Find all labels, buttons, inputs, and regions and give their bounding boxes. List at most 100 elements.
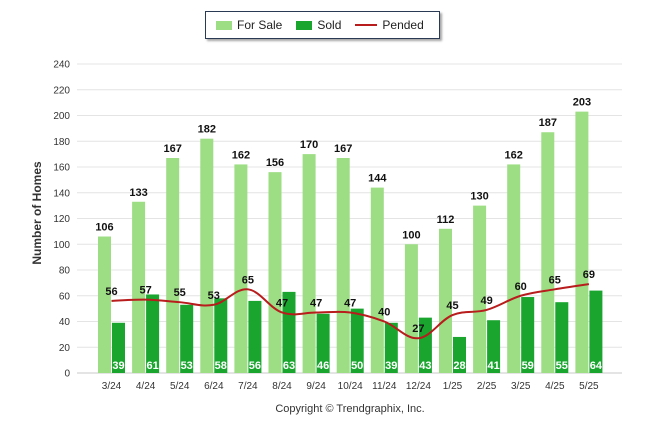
label-sold-11/24: 39 (385, 360, 397, 372)
legend-label-sold: Sold (317, 18, 342, 32)
bar-for-sale-3/25 (507, 164, 521, 373)
bar-for-sale-6/24 (200, 138, 214, 373)
bar-for-sale-4/24 (132, 201, 146, 373)
label-sold-8/24: 63 (283, 360, 295, 372)
y-tick-label-220: 220 (53, 85, 70, 96)
bar-for-sale-9/24 (302, 154, 316, 373)
legend-label-pended: Pended (382, 18, 424, 32)
label-for-sale-3/25: 162 (505, 149, 523, 161)
pended-line (111, 283, 590, 340)
label-sold-3/24: 39 (112, 360, 124, 372)
y-tick-label-160: 160 (53, 163, 70, 174)
y-tick-label-0: 0 (64, 369, 70, 380)
y-tick-label-240: 240 (53, 60, 70, 71)
label-sold-5/24: 53 (181, 360, 193, 372)
label-pended-6/24: 53 (208, 290, 220, 302)
y-tick-label-120: 120 (53, 214, 70, 225)
label-for-sale-7/24: 162 (232, 149, 250, 161)
bar-sold-5/24 (180, 304, 194, 373)
label-for-sale-4/25: 187 (539, 117, 557, 129)
x-tick-label-7/24: 7/24 (238, 381, 258, 392)
legend: For Sale Sold Pended (205, 11, 440, 39)
y-axis-title: Number of Homes (30, 161, 44, 265)
y-tick-label-200: 200 (53, 111, 70, 122)
bar-sold-1/25 (453, 336, 466, 373)
bar-sold-3/24 (112, 322, 125, 373)
bar-for-sale-7/24 (234, 164, 248, 373)
x-axis-ticks: 3/24 4/24 5/24 6/24 7/24 8/24 9/24 10/24 11/24 12… (102, 381, 599, 392)
bar-for-sale-5/25 (575, 111, 589, 373)
label-for-sale-9/24: 170 (300, 139, 318, 151)
bar-sold-6/24 (214, 298, 228, 373)
pended-line-layer (111, 283, 590, 340)
legend-item-sold[interactable]: Sold (296, 18, 341, 32)
bar-for-sale-2/25 (473, 205, 487, 373)
bar-for-sale-11/24 (370, 187, 384, 373)
x-tick-label-11/24: 11/24 (372, 381, 397, 392)
label-for-sale-10/24: 167 (334, 143, 352, 155)
bar-for-sale-3/24 (98, 236, 111, 373)
bar-sold-7/24 (248, 300, 262, 373)
label-for-sale-5/25: 203 (573, 97, 591, 109)
x-tick-label-8/24: 8/24 (272, 381, 292, 392)
bar-sold-8/24 (282, 291, 296, 373)
label-pended-4/24: 57 (139, 285, 151, 297)
label-for-sale-5/24: 167 (164, 143, 182, 155)
label-pended-3/25: 60 (515, 281, 527, 293)
label-sold-4/25: 55 (556, 360, 568, 372)
label-for-sale-2/25: 130 (470, 191, 488, 203)
label-sold-2/25: 41 (487, 360, 499, 372)
label-sold-3/25: 59 (522, 360, 534, 372)
bars (98, 111, 603, 373)
bar-sold-12/24 (418, 317, 432, 373)
bar-sold-9/24 (316, 313, 330, 373)
bar-for-sale-5/24 (166, 157, 180, 373)
x-tick-label-3/24: 3/24 (102, 381, 122, 392)
label-for-sale-12/24: 100 (402, 229, 420, 241)
x-tick-label-5/25: 5/25 (579, 381, 599, 392)
label-sold-4/24: 61 (146, 360, 158, 372)
bar-for-sale-1/25 (439, 228, 452, 373)
x-tick-label-1/25: 1/25 (443, 381, 463, 392)
x-tick-label-10/24: 10/24 (338, 381, 363, 392)
label-sold-1/25: 28 (453, 360, 465, 372)
bar-sold-4/25 (555, 302, 569, 373)
y-tick-label-180: 180 (53, 137, 70, 148)
label-pended-11/24: 40 (378, 307, 390, 319)
x-tick-label-4/25: 4/25 (545, 381, 565, 392)
label-sold-7/24: 56 (249, 360, 261, 372)
x-tick-label-12/24: 12/24 (406, 381, 431, 392)
x-tick-label-4/24: 4/24 (136, 381, 156, 392)
label-sold-6/24: 58 (215, 360, 227, 372)
label-pended-3/24: 56 (105, 286, 117, 298)
label-pended-5/25: 69 (583, 269, 595, 281)
bar-sold-2/25 (487, 320, 501, 373)
y-tick-label-140: 140 (53, 188, 70, 199)
bar-sold-11/24 (384, 322, 398, 373)
label-pended-2/25: 49 (480, 295, 492, 307)
legend-item-for-sale[interactable]: For Sale (216, 18, 282, 32)
y-tick-label-100: 100 (53, 240, 70, 251)
legend-label-for-sale: For Sale (237, 18, 283, 32)
label-sold-12/24: 43 (419, 360, 431, 372)
x-tick-label-3/25: 3/25 (511, 381, 531, 392)
x-tick-label-5/24: 5/24 (170, 381, 190, 392)
x-tick-label-6/24: 6/24 (204, 381, 224, 392)
label-for-sale-11/24: 144 (368, 173, 387, 185)
legend-item-pended[interactable]: Pended (355, 18, 424, 32)
copyright-text: Copyright © Trendgraphix, Inc. (275, 403, 425, 415)
sold-swatch (296, 20, 313, 30)
label-pended-8/24: 47 (276, 297, 288, 309)
bar-sold-10/24 (350, 308, 364, 373)
y-tick-label-80: 80 (59, 266, 71, 277)
y-tick-label-40: 40 (59, 317, 71, 328)
bar-for-sale-4/25 (541, 132, 555, 373)
label-pended-1/25: 45 (446, 300, 458, 312)
for-sale-swatch (216, 20, 232, 30)
label-sold-9/24: 46 (317, 360, 329, 372)
label-sold-5/25: 64 (590, 360, 603, 372)
label-pended-10/24: 47 (344, 297, 356, 309)
y-axis-ticks: 0 20 40 60 80 100 120 140 160 180 200 220 240 (53, 60, 70, 380)
label-pended-4/25: 65 (549, 274, 561, 286)
